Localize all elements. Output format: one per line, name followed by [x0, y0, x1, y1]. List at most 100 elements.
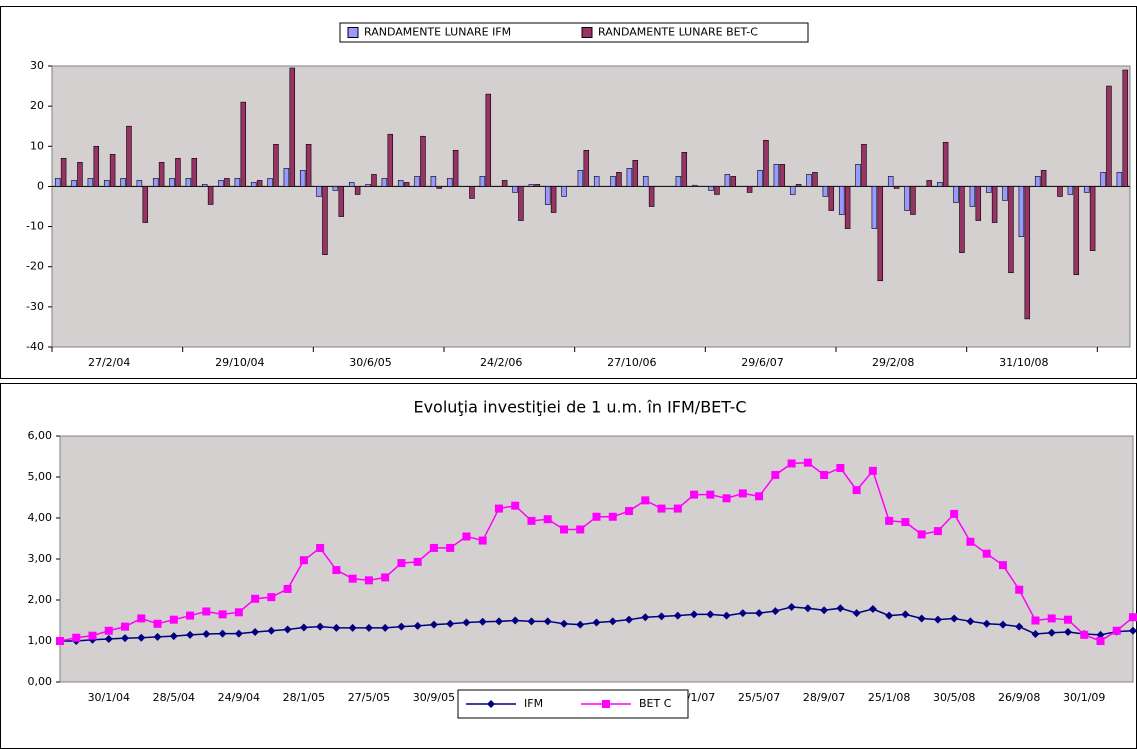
bar: [175, 158, 181, 187]
bar: [642, 176, 649, 187]
bar: [365, 184, 371, 187]
chart-title: Evoluţia investiţiei de 1 u.m. în IFM/BE…: [413, 398, 746, 417]
bar: [120, 178, 126, 187]
bar: [528, 184, 535, 187]
bar: [299, 170, 306, 187]
plot-area: [51, 65, 1131, 348]
marker: [852, 486, 861, 495]
x-tick-label: 30/9/05: [413, 691, 455, 704]
x-tick-label: 26/9/08: [998, 691, 1040, 704]
y-tick-label: 1,00: [28, 634, 53, 647]
marker: [592, 618, 601, 627]
marker: [559, 619, 568, 628]
marker: [933, 527, 942, 536]
bar: [812, 172, 818, 187]
marker: [234, 608, 243, 617]
marker: [771, 607, 780, 616]
marker: [186, 630, 195, 639]
bar: [126, 125, 132, 187]
marker: [803, 458, 812, 467]
bar: [828, 186, 835, 211]
marker: [641, 496, 650, 505]
marker: [1080, 630, 1089, 639]
bar: [1106, 85, 1112, 187]
x-tick-label: 28/5/04: [153, 691, 195, 704]
bar: [381, 178, 388, 187]
marker: [982, 619, 991, 628]
bar: [1100, 172, 1106, 187]
bar: [436, 186, 443, 189]
bar: [1122, 69, 1129, 187]
marker: [868, 605, 877, 614]
bar: [985, 186, 992, 193]
marker: [706, 610, 715, 619]
bar: [632, 160, 639, 187]
marker: [1015, 585, 1024, 594]
legend-swatch: [581, 27, 593, 38]
marker: [1015, 622, 1024, 631]
bar: [953, 186, 959, 203]
marker: [429, 620, 438, 629]
bar: [975, 186, 982, 221]
bar: [332, 186, 339, 191]
bar: [240, 101, 247, 187]
marker: [137, 633, 146, 642]
marker: [868, 466, 877, 475]
bar: [583, 150, 590, 187]
marker: [397, 559, 406, 568]
marker: [364, 623, 373, 632]
bar: [397, 180, 404, 187]
marker: [218, 629, 227, 638]
bar: [904, 186, 910, 211]
bar: [87, 178, 94, 187]
bar: [371, 174, 377, 187]
y-tick-label: 3,00: [28, 552, 53, 565]
marker: [608, 617, 617, 626]
bar: [93, 145, 100, 187]
bar: [103, 180, 110, 187]
bar: [936, 182, 943, 187]
marker: [251, 627, 260, 636]
y-tick-label: -30: [26, 300, 44, 313]
marker: [316, 622, 325, 631]
x-tick-label: 30/5/08: [933, 691, 975, 704]
legend-label: BET C: [639, 697, 672, 710]
x-tick-label: 24/9/04: [218, 691, 260, 704]
bar: [224, 178, 230, 187]
bar: [691, 184, 698, 187]
bar: [926, 180, 933, 187]
marker: [1112, 626, 1121, 635]
marker: [608, 512, 617, 521]
bar: [1034, 176, 1041, 187]
marker: [348, 623, 357, 632]
bar: [708, 186, 714, 191]
bar: [354, 186, 361, 195]
marker: [478, 536, 487, 545]
bar: [544, 186, 551, 205]
marker: [820, 470, 829, 479]
marker: [1063, 627, 1072, 636]
marker: [251, 594, 260, 603]
bar: [485, 93, 492, 187]
marker: [1047, 628, 1056, 637]
marker: [299, 556, 308, 565]
marker: [511, 616, 520, 625]
marker: [72, 633, 81, 642]
marker: [202, 607, 211, 616]
bar: [991, 186, 998, 223]
bar: [109, 154, 116, 187]
marker: [966, 537, 975, 546]
bar: [479, 176, 486, 187]
bar: [1057, 186, 1063, 197]
y-tick-label: 2,00: [28, 593, 53, 606]
x-tick-label: 28/1/05: [283, 691, 325, 704]
y-tick-label: 20: [30, 99, 44, 112]
bar: [256, 180, 263, 187]
bar: [1089, 186, 1096, 251]
bar: [730, 176, 737, 187]
bar: [893, 186, 900, 189]
x-tick-label: 28/9/07: [803, 691, 845, 704]
marker: [1063, 615, 1072, 624]
bar: [593, 176, 600, 187]
bar: [512, 186, 518, 193]
